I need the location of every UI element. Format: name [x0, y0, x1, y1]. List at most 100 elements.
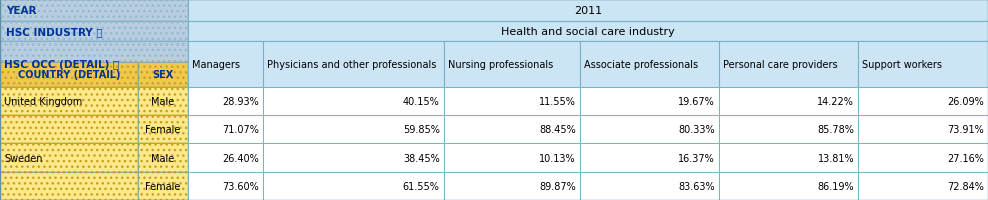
Text: 73.60%: 73.60% — [222, 181, 259, 191]
Bar — [188, 172, 263, 200]
Text: Male: Male — [151, 153, 175, 163]
Bar — [188, 42, 263, 87]
Text: 61.55%: 61.55% — [403, 181, 440, 191]
Text: 73.91%: 73.91% — [947, 125, 984, 135]
Text: 40.15%: 40.15% — [403, 97, 440, 106]
Text: 80.33%: 80.33% — [679, 125, 715, 135]
Text: 85.78%: 85.78% — [817, 125, 855, 135]
Text: Male: Male — [151, 97, 175, 106]
Bar — [580, 116, 719, 144]
Bar — [188, 22, 988, 42]
Bar — [138, 116, 188, 144]
Text: 26.40%: 26.40% — [222, 153, 259, 163]
Bar — [0, 42, 188, 87]
Bar — [719, 87, 859, 116]
Bar — [0, 144, 138, 172]
Bar — [138, 62, 188, 87]
Bar — [138, 144, 188, 172]
Bar — [0, 22, 188, 42]
Text: SEX: SEX — [152, 70, 174, 80]
Text: Support workers: Support workers — [863, 60, 943, 70]
Text: 27.16%: 27.16% — [947, 153, 984, 163]
Bar — [138, 172, 188, 200]
Bar — [580, 144, 719, 172]
Bar — [263, 172, 444, 200]
Bar — [0, 144, 138, 172]
Bar — [188, 0, 988, 22]
Bar — [859, 172, 988, 200]
Text: 26.09%: 26.09% — [947, 97, 984, 106]
Bar — [719, 42, 859, 87]
Bar — [0, 87, 138, 116]
Bar — [138, 87, 188, 116]
Text: 89.87%: 89.87% — [539, 181, 576, 191]
Bar — [0, 172, 138, 200]
Text: Managers: Managers — [192, 60, 240, 70]
Bar — [444, 42, 580, 87]
Bar — [580, 87, 719, 116]
Bar — [859, 42, 988, 87]
Text: 72.84%: 72.84% — [947, 181, 984, 191]
Bar — [0, 62, 138, 87]
Text: YEAR: YEAR — [6, 6, 37, 16]
Text: United Kingdom: United Kingdom — [4, 97, 82, 106]
Text: 71.07%: 71.07% — [222, 125, 259, 135]
Bar — [859, 144, 988, 172]
Bar — [138, 144, 188, 172]
Text: Female: Female — [145, 181, 181, 191]
Text: 14.22%: 14.22% — [817, 97, 855, 106]
Text: Female: Female — [145, 125, 181, 135]
Text: 88.45%: 88.45% — [539, 125, 576, 135]
Bar — [580, 172, 719, 200]
Text: Nursing professionals: Nursing professionals — [448, 60, 553, 70]
Text: Personal care providers: Personal care providers — [723, 60, 838, 70]
Bar — [138, 87, 188, 116]
Text: 11.55%: 11.55% — [539, 97, 576, 106]
Text: Health and social care industry: Health and social care industry — [501, 27, 675, 37]
Text: Sweden: Sweden — [4, 153, 42, 163]
Bar — [0, 172, 138, 200]
Bar — [0, 42, 188, 87]
Text: 10.13%: 10.13% — [539, 153, 576, 163]
Text: COUNTRY (DETAIL): COUNTRY (DETAIL) — [18, 70, 121, 80]
Text: 2011: 2011 — [574, 6, 602, 16]
Text: 83.63%: 83.63% — [679, 181, 715, 191]
Bar — [188, 87, 263, 116]
Bar — [263, 42, 444, 87]
Text: 13.81%: 13.81% — [818, 153, 855, 163]
Bar — [0, 116, 138, 144]
Bar — [719, 116, 859, 144]
Text: Physicians and other professionals: Physicians and other professionals — [267, 60, 437, 70]
Text: 16.37%: 16.37% — [679, 153, 715, 163]
Bar — [138, 62, 188, 87]
Bar — [444, 87, 580, 116]
Text: 86.19%: 86.19% — [818, 181, 855, 191]
Bar — [0, 22, 188, 42]
Bar — [263, 87, 444, 116]
Text: 19.67%: 19.67% — [679, 97, 715, 106]
Bar — [859, 87, 988, 116]
Text: 38.45%: 38.45% — [403, 153, 440, 163]
Text: HSC INDUSTRY ⓘ: HSC INDUSTRY ⓘ — [6, 27, 103, 37]
Bar — [719, 144, 859, 172]
Bar — [580, 42, 719, 87]
Bar — [0, 0, 188, 22]
Bar — [138, 172, 188, 200]
Bar — [444, 144, 580, 172]
Bar — [0, 116, 138, 144]
Bar — [0, 87, 138, 116]
Bar — [0, 0, 188, 22]
Bar — [188, 116, 263, 144]
Text: 59.85%: 59.85% — [403, 125, 440, 135]
Bar — [444, 172, 580, 200]
Bar — [0, 62, 138, 87]
Bar — [263, 116, 444, 144]
Text: 28.93%: 28.93% — [222, 97, 259, 106]
Text: Associate professionals: Associate professionals — [584, 60, 699, 70]
Bar — [188, 144, 263, 172]
Bar — [444, 116, 580, 144]
Bar — [263, 144, 444, 172]
Bar — [138, 116, 188, 144]
Bar — [719, 172, 859, 200]
Text: HSC OCC (DETAIL) ⓘ: HSC OCC (DETAIL) ⓘ — [4, 60, 120, 70]
